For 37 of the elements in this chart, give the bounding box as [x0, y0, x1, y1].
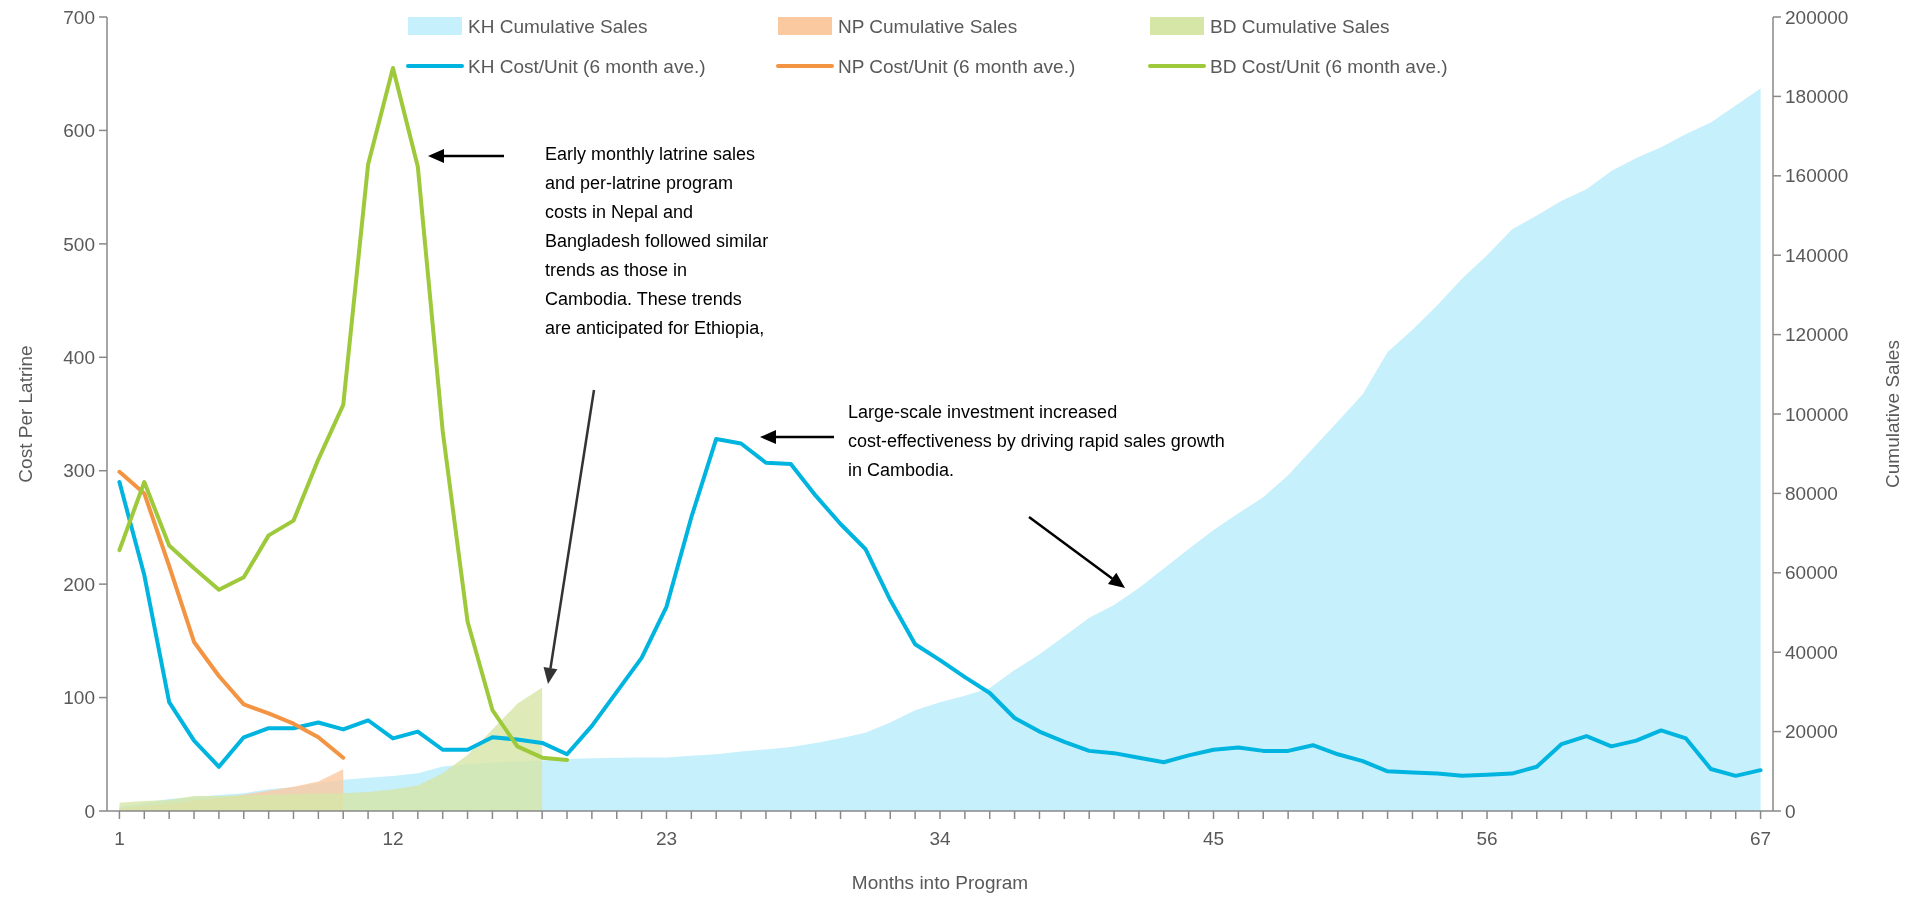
- y-tick-label: 200: [63, 573, 95, 595]
- y2-tick-label: 60000: [1785, 562, 1838, 584]
- x-tick-label: 67: [1750, 828, 1772, 849]
- y-tick-label: 0: [84, 800, 95, 822]
- legend-label: KH Cost/Unit (6 month ave.): [468, 55, 706, 77]
- x-tick-label: 56: [1476, 828, 1498, 849]
- legend-label: KH Cumulative Sales: [468, 15, 648, 37]
- y2-tick-label: 200000: [1785, 6, 1849, 28]
- y-tick-label: 400: [63, 346, 95, 368]
- y2-axis-title: Cumulative Sales: [1882, 340, 1903, 488]
- y-axis-title: Cost Per Latrine: [15, 345, 36, 483]
- x-tick-label: 34: [929, 828, 951, 849]
- y2-tick-label: 120000: [1785, 324, 1849, 346]
- y2-tick-label: 80000: [1785, 483, 1838, 505]
- x-tick-label: 1: [114, 828, 125, 849]
- x-tick-label: 12: [382, 828, 404, 849]
- y-tick-label: 300: [63, 460, 95, 482]
- y2-tick-label: 20000: [1785, 721, 1838, 743]
- y2-tick-label: 0: [1785, 800, 1796, 822]
- legend-label: BD Cost/Unit (6 month ave.): [1210, 55, 1448, 77]
- x-tick-label: 45: [1202, 828, 1225, 849]
- y-tick-label: 600: [63, 120, 95, 142]
- legend-label: NP Cost/Unit (6 month ave.): [838, 55, 1076, 77]
- y2-tick-label: 180000: [1785, 86, 1849, 108]
- y2-tick-label: 140000: [1785, 244, 1849, 266]
- annotation: Early monthly latrine sales and per-latrine program costs in Nepal and Bangladesh followed similar trends as those in Cambodia. These trends are anticipated for Ethiopia,: [545, 144, 769, 338]
- y2-tick-label: 160000: [1785, 165, 1849, 187]
- x-tick-label: 23: [655, 828, 678, 849]
- annotation: Large-scale investment increased cost-effectiveness by driving rapid sales growth in Cambodia.: [848, 402, 1225, 480]
- legend-label: BD Cumulative Sales: [1210, 15, 1390, 37]
- y2-tick-label: 100000: [1785, 403, 1849, 425]
- y-tick-label: 700: [63, 6, 95, 28]
- y2-tick-label: 40000: [1785, 641, 1838, 663]
- legend-label: NP Cumulative Sales: [838, 15, 1018, 37]
- x-axis-title: Months into Program: [851, 872, 1029, 893]
- y-tick-label: 100: [63, 687, 95, 709]
- y-tick-label: 500: [63, 233, 95, 255]
